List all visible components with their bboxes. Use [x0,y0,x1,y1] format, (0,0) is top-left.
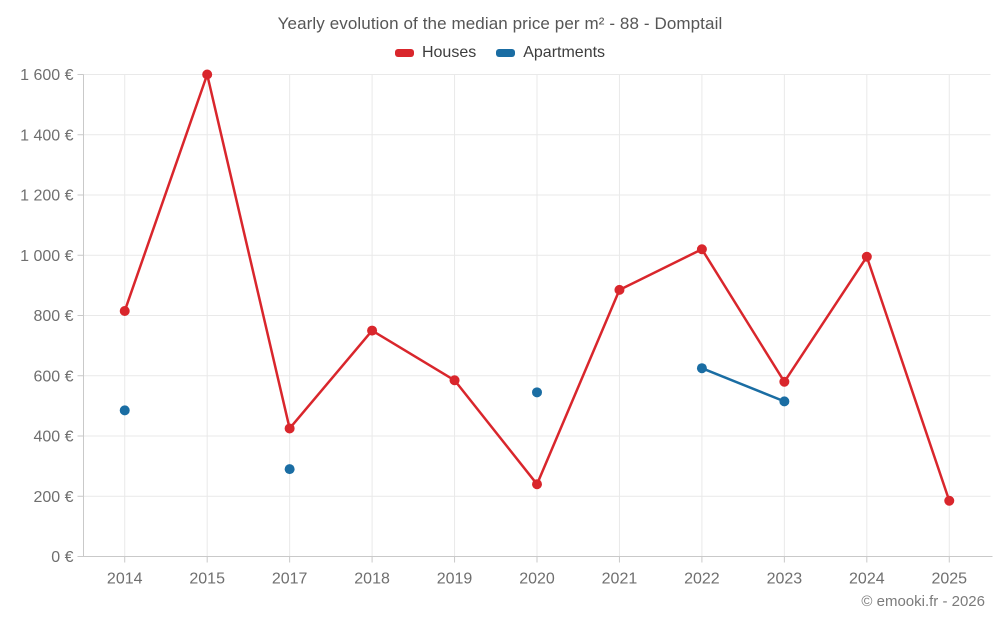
houses-point-2017[interactable] [284,423,295,434]
houses-point-2018[interactable] [367,325,378,336]
houses-point-2022[interactable] [696,244,707,255]
x-axis-label: 2018 [354,571,390,588]
legend-item-houses[interactable]: Houses [394,44,477,62]
x-axis-label: 2017 [272,571,308,588]
copyright-credit: © emooki.fr - 2026 [861,593,985,610]
houses-legend-swatch-icon [394,49,414,57]
houses-point-2014[interactable] [119,305,130,316]
y-axis-label: 200 € [33,489,73,506]
x-axis-label: 2019 [437,571,473,588]
houses-point-2025[interactable] [944,495,955,506]
houses-point-2019[interactable] [449,375,460,386]
apartments-point-2017[interactable] [284,464,295,475]
y-axis-label: 1 400 € [20,127,73,144]
chart-legend: Houses Apartments [0,44,1000,62]
houses-legend-label: Houses [421,44,477,61]
apartments-point-2020[interactable] [532,387,542,398]
y-axis-label: 400 € [33,429,73,446]
apartments-point-2023[interactable] [779,396,790,407]
x-axis-label: 2021 [602,571,638,588]
houses-point-2020[interactable] [532,479,542,490]
y-axis-label: 1 200 € [20,188,73,205]
legend-item-apartments[interactable]: Apartments [496,44,605,62]
apartments-series-line [700,366,786,403]
x-axis-label: 2020 [519,571,555,588]
x-axis-label: 2015 [189,571,225,588]
apartments-point-2014[interactable] [119,405,130,416]
apartments-point-2022[interactable] [696,363,707,374]
houses-point-2015[interactable] [202,69,213,80]
x-axis-label: 2022 [684,571,720,588]
y-axis-label: 0 € [51,549,73,566]
y-axis-label: 600 € [33,368,73,385]
houses-point-2024[interactable] [861,251,872,262]
y-axis-label: 800 € [33,308,73,325]
chart-title: Yearly evolution of the median price per… [277,14,723,33]
houses-point-2023[interactable] [779,376,790,387]
y-axis-label: 1 600 € [20,67,73,84]
y-axis-label: 1 000 € [20,248,73,265]
apartments-legend-label: Apartments [523,44,606,61]
houses-point-2021[interactable] [614,284,625,295]
x-axis-label: 2024 [849,571,885,588]
apartments-legend-swatch-icon [496,49,516,57]
x-axis-label: 2025 [931,571,967,588]
x-axis-label: 2014 [107,571,143,588]
x-axis-label: 2023 [767,571,803,588]
